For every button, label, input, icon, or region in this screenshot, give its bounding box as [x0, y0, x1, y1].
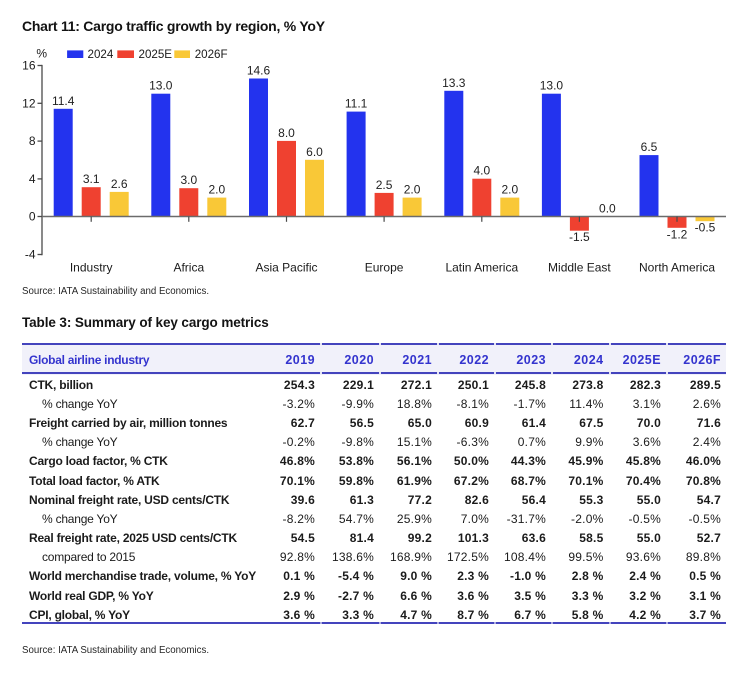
- svg-text:0.0: 0.0: [599, 202, 616, 216]
- svg-text:%: %: [36, 47, 47, 61]
- svg-text:0: 0: [29, 210, 36, 224]
- svg-text:2025E: 2025E: [139, 48, 173, 61]
- svg-text:Middle East: Middle East: [548, 261, 611, 275]
- svg-text:8: 8: [29, 134, 36, 148]
- svg-text:North America: North America: [639, 261, 715, 275]
- svg-text:Asia Pacific: Asia Pacific: [255, 261, 317, 275]
- svg-text:11.4: 11.4: [52, 94, 75, 108]
- svg-text:4: 4: [29, 172, 36, 186]
- svg-text:3.1: 3.1: [83, 172, 100, 186]
- svg-text:3.0: 3.0: [180, 173, 197, 187]
- svg-text:2.0: 2.0: [501, 183, 518, 197]
- svg-text:-1.5: -1.5: [569, 230, 590, 244]
- svg-text:6.5: 6.5: [641, 140, 658, 154]
- svg-text:13.0: 13.0: [149, 79, 173, 93]
- svg-text:2.0: 2.0: [404, 183, 421, 197]
- svg-text:13.0: 13.0: [540, 79, 564, 93]
- svg-text:Latin America: Latin America: [445, 261, 518, 275]
- svg-text:13.3: 13.3: [442, 76, 466, 90]
- svg-text:16: 16: [22, 59, 36, 73]
- svg-text:2.5: 2.5: [376, 178, 393, 192]
- svg-text:11.1: 11.1: [345, 97, 368, 111]
- svg-text:Europe: Europe: [365, 261, 404, 275]
- svg-text:-1.2: -1.2: [667, 227, 688, 241]
- svg-text:Africa: Africa: [173, 261, 204, 275]
- svg-text:2.0: 2.0: [208, 183, 225, 197]
- svg-text:2.6: 2.6: [111, 177, 128, 191]
- svg-text:-0.5: -0.5: [695, 221, 716, 235]
- svg-text:2024: 2024: [88, 48, 114, 61]
- svg-text:12: 12: [22, 96, 36, 110]
- svg-text:6.0: 6.0: [306, 145, 323, 159]
- svg-text:14.6: 14.6: [247, 64, 271, 78]
- svg-text:Industry: Industry: [70, 261, 113, 275]
- svg-text:2026F: 2026F: [195, 48, 228, 61]
- svg-text:8.0: 8.0: [278, 126, 295, 140]
- svg-text:-4: -4: [25, 248, 36, 262]
- svg-text:4.0: 4.0: [473, 164, 490, 178]
